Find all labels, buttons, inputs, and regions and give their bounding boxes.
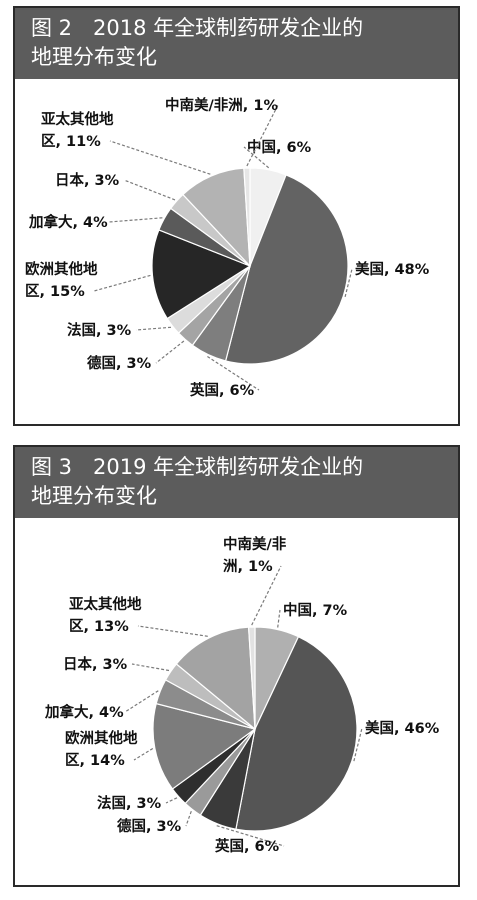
pie-slice — [182, 167, 251, 268]
slice-label: 加拿大, 4% — [28, 213, 108, 231]
slice-label-line: 欧洲其他地 — [25, 260, 98, 278]
slice-label-line: 德国, 3% — [117, 817, 182, 835]
leader-line — [246, 104, 279, 167]
chart-title: 图 3 2019 年全球制药研发企业的 地理分布变化 — [15, 447, 458, 518]
leader-line — [353, 727, 363, 762]
slice-label: 法国, 3% — [97, 794, 162, 812]
slice-label: 欧洲其他地区, 15% — [25, 260, 98, 300]
slice-label: 美国, 46% — [365, 719, 440, 737]
slice-label: 日本, 3% — [63, 655, 128, 673]
slice-label: 中国, 6% — [247, 138, 312, 156]
slice-label: 日本, 3% — [55, 171, 120, 189]
pie-slice — [152, 702, 257, 790]
pie-chart-2018: 中国, 6%美国, 48%英国, 6%德国, 3%法国, 3%欧洲其他地区, 1… — [25, 96, 430, 399]
slice-label-line: 区, 13% — [69, 618, 129, 635]
slice-label: 德国, 3% — [117, 817, 182, 835]
leader-line — [243, 146, 270, 169]
pie-chart-2019: 中国, 7%美国, 46%英国, 6%德国, 3%法国, 3%欧洲其他地区, 1… — [44, 535, 440, 855]
leader-line — [277, 609, 281, 628]
slice-label-line: 中国, 7% — [283, 601, 348, 619]
slice-label-line: 美国, 46% — [365, 719, 440, 737]
slice-label: 美国, 48% — [355, 260, 430, 278]
slice-label-line: 英国, 6% — [190, 381, 255, 399]
pie-slice — [235, 635, 358, 832]
pie-slice — [175, 626, 256, 731]
slice-label: 加拿大, 4% — [44, 703, 124, 721]
slice-label-line: 中国, 6% — [247, 138, 312, 156]
slice-label-line: 区, 15% — [25, 283, 85, 300]
leader-line — [207, 355, 260, 391]
leader-line — [135, 326, 172, 331]
slice-label: 英国, 6% — [190, 381, 255, 399]
leader-line — [216, 825, 285, 847]
slice-label: 亚太其他地区, 11% — [41, 110, 114, 150]
slice-label: 中南美/非洲, 1% — [165, 96, 278, 114]
slice-label: 德国, 3% — [87, 354, 152, 372]
chart-title: 图 2 2018 年全球制药研发企业的 地理分布变化 — [15, 8, 458, 79]
slice-label-line: 加拿大, 4% — [44, 703, 124, 721]
chart-title-line2: 地理分布变化 — [31, 484, 157, 508]
pie-slice — [243, 167, 251, 267]
slice-label: 中国, 7% — [283, 601, 348, 619]
slice-label-line: 加拿大, 4% — [28, 213, 108, 231]
slice-label-line: 法国, 3% — [97, 794, 162, 812]
leader-line — [124, 690, 159, 713]
slice-label: 中南美/非洲, 1% — [223, 535, 287, 575]
leader-line — [185, 810, 192, 827]
leader-line — [131, 663, 170, 672]
slice-label: 亚太其他地区, 13% — [69, 595, 142, 635]
slice-label-line: 洲, 1% — [223, 558, 273, 575]
leader-line — [108, 217, 163, 223]
leader-line — [133, 747, 154, 761]
slice-label-line: 欧洲其他地 — [65, 729, 138, 747]
chart-title-line1: 图 2 2018 年全球制药研发企业的 — [31, 16, 364, 40]
leader-line — [123, 179, 176, 201]
slice-label-line: 法国, 3% — [67, 321, 132, 339]
slice-label-line: 美国, 48% — [355, 260, 430, 278]
slice-label: 欧洲其他地区, 14% — [65, 729, 138, 769]
pie-slice — [151, 229, 252, 320]
chart-panel-2018: 图 2 2018 年全球制药研发企业的 地理分布变化 中国, 6% 美国, 48%… — [13, 6, 460, 426]
slice-label-line: 中南美/非洲, 1% — [165, 96, 278, 114]
slice-label-line: 日本, 3% — [55, 171, 120, 189]
slice-label-line: 中南美/非 — [223, 535, 287, 553]
slice-label: 法国, 3% — [67, 321, 132, 339]
leader-line — [165, 797, 178, 804]
slice-label-line: 日本, 3% — [63, 655, 128, 673]
slice-label: 英国, 6% — [215, 837, 280, 855]
chart-title-line2: 地理分布变化 — [31, 45, 157, 69]
slice-label-line: 区, 11% — [41, 133, 101, 150]
slice-label-line: 区, 14% — [65, 752, 125, 769]
leader-line — [251, 565, 282, 626]
slice-label-line: 德国, 3% — [87, 354, 152, 372]
pie-slice — [247, 626, 256, 730]
leader-line — [93, 274, 151, 292]
slice-label-line: 英国, 6% — [215, 837, 280, 855]
chart-panel-2019: 图 3 2019 年全球制药研发企业的 地理分布变化 中国, 7% 美国, 46%… — [13, 445, 460, 887]
chart-title-line1: 图 3 2019 年全球制药研发企业的 — [31, 455, 364, 479]
leader-line — [109, 140, 211, 175]
pie-slice — [224, 174, 349, 365]
slice-label-line: 亚太其他地 — [41, 110, 114, 128]
leader-line — [137, 625, 208, 637]
slice-label-line: 亚太其他地 — [69, 595, 142, 613]
leader-line — [155, 340, 185, 364]
